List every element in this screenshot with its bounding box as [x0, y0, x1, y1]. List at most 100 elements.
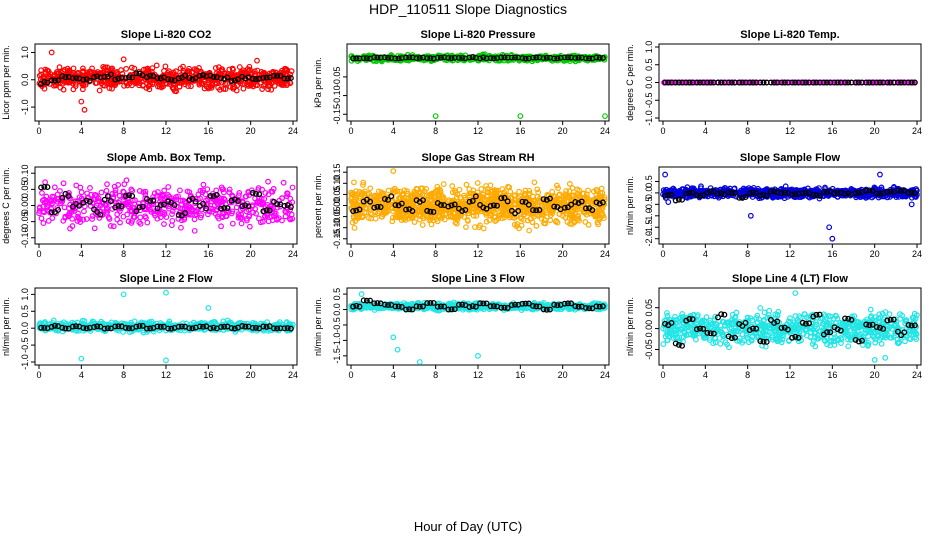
data-point — [556, 192, 562, 198]
mean-point — [578, 198, 585, 205]
data-point — [404, 190, 411, 197]
data-point — [385, 187, 392, 194]
mean-point — [41, 78, 48, 85]
data-point — [235, 192, 242, 199]
mean-point — [530, 207, 536, 214]
x-tick-label: 12 — [785, 126, 795, 136]
data-point — [566, 181, 573, 187]
data-point — [228, 210, 235, 217]
data-point — [200, 181, 207, 188]
data-point — [110, 223, 117, 230]
x-tick-label: 20 — [246, 126, 256, 136]
data-point — [483, 218, 490, 225]
data-point — [244, 217, 250, 224]
mean-point — [445, 203, 452, 210]
data-point — [396, 195, 403, 202]
data-point — [56, 64, 63, 71]
data-point — [96, 87, 103, 94]
mean-point — [374, 203, 381, 210]
data-point — [179, 197, 186, 204]
mean-point — [385, 196, 391, 203]
mean-point — [704, 189, 711, 196]
data-point — [229, 220, 236, 227]
data-point — [265, 86, 271, 93]
data-point — [194, 67, 201, 74]
data-point — [41, 85, 48, 92]
y-tick-label: -1.0 — [20, 99, 30, 115]
mean-point — [480, 204, 487, 211]
mean-point — [196, 72, 203, 79]
data-point — [455, 214, 462, 221]
data-point — [484, 186, 491, 192]
mean-point — [115, 75, 122, 82]
data-point — [56, 74, 63, 80]
outlier-point — [908, 201, 915, 208]
data-point — [409, 196, 416, 203]
data-point — [136, 188, 143, 194]
data-point — [493, 187, 500, 194]
mean-point — [866, 79, 873, 86]
data-point — [66, 67, 73, 74]
panel-title: Slope Amb. Box Temp. — [107, 152, 226, 164]
mean-point — [466, 54, 473, 61]
panel-title: Slope Li-820 Temp. — [740, 29, 839, 41]
x-tick-label: 4 — [79, 249, 84, 259]
data-point — [441, 216, 448, 223]
data-point — [106, 216, 113, 222]
mean-point — [249, 189, 256, 196]
data-point — [144, 219, 151, 226]
data-point — [245, 206, 252, 213]
mean-point — [374, 54, 381, 61]
data-point — [114, 211, 121, 218]
data-point — [381, 210, 388, 217]
mean-point — [884, 79, 891, 86]
data-point — [562, 214, 569, 221]
data-point — [104, 181, 110, 188]
data-point — [274, 216, 280, 223]
data-point — [543, 200, 549, 207]
data-point — [238, 70, 245, 77]
x-tick-label: 0 — [348, 249, 353, 259]
data-point — [440, 194, 447, 201]
data-point — [42, 179, 49, 186]
x-tick-label: 20 — [558, 126, 568, 136]
mean-point — [561, 54, 568, 61]
mean-point — [816, 192, 823, 199]
data-point — [268, 86, 275, 93]
mean-point — [360, 55, 367, 62]
mean-point — [350, 55, 357, 62]
data-point — [147, 206, 154, 213]
x-tick-label: 12 — [161, 249, 171, 259]
mean-point — [157, 75, 164, 82]
data-point — [403, 213, 410, 219]
series-points — [348, 168, 608, 234]
mean-point — [260, 74, 267, 81]
mean-point — [834, 189, 841, 196]
mean-point — [165, 198, 172, 205]
data-point — [197, 187, 204, 194]
x-tick-label: 16 — [515, 249, 525, 259]
x-tick-label: 4 — [79, 370, 84, 380]
outlier-point — [81, 106, 88, 113]
mean-point — [55, 77, 61, 84]
data-point — [161, 195, 168, 202]
y-tick-label: -0.15 — [332, 229, 342, 250]
data-point — [146, 86, 153, 93]
mean-point — [112, 76, 119, 83]
data-point — [79, 86, 86, 93]
mean-point — [122, 193, 129, 199]
data-point — [84, 190, 91, 197]
mean-point — [213, 191, 220, 198]
mean-point — [789, 79, 796, 86]
data-point — [213, 187, 220, 194]
data-point — [97, 202, 104, 209]
data-point — [130, 214, 137, 220]
x-tick-label: 8 — [121, 126, 126, 136]
data-point — [411, 219, 418, 225]
data-point — [157, 193, 163, 199]
mean-point — [490, 202, 497, 209]
data-point — [226, 186, 233, 193]
mean-point — [852, 79, 859, 86]
data-point — [556, 191, 563, 198]
